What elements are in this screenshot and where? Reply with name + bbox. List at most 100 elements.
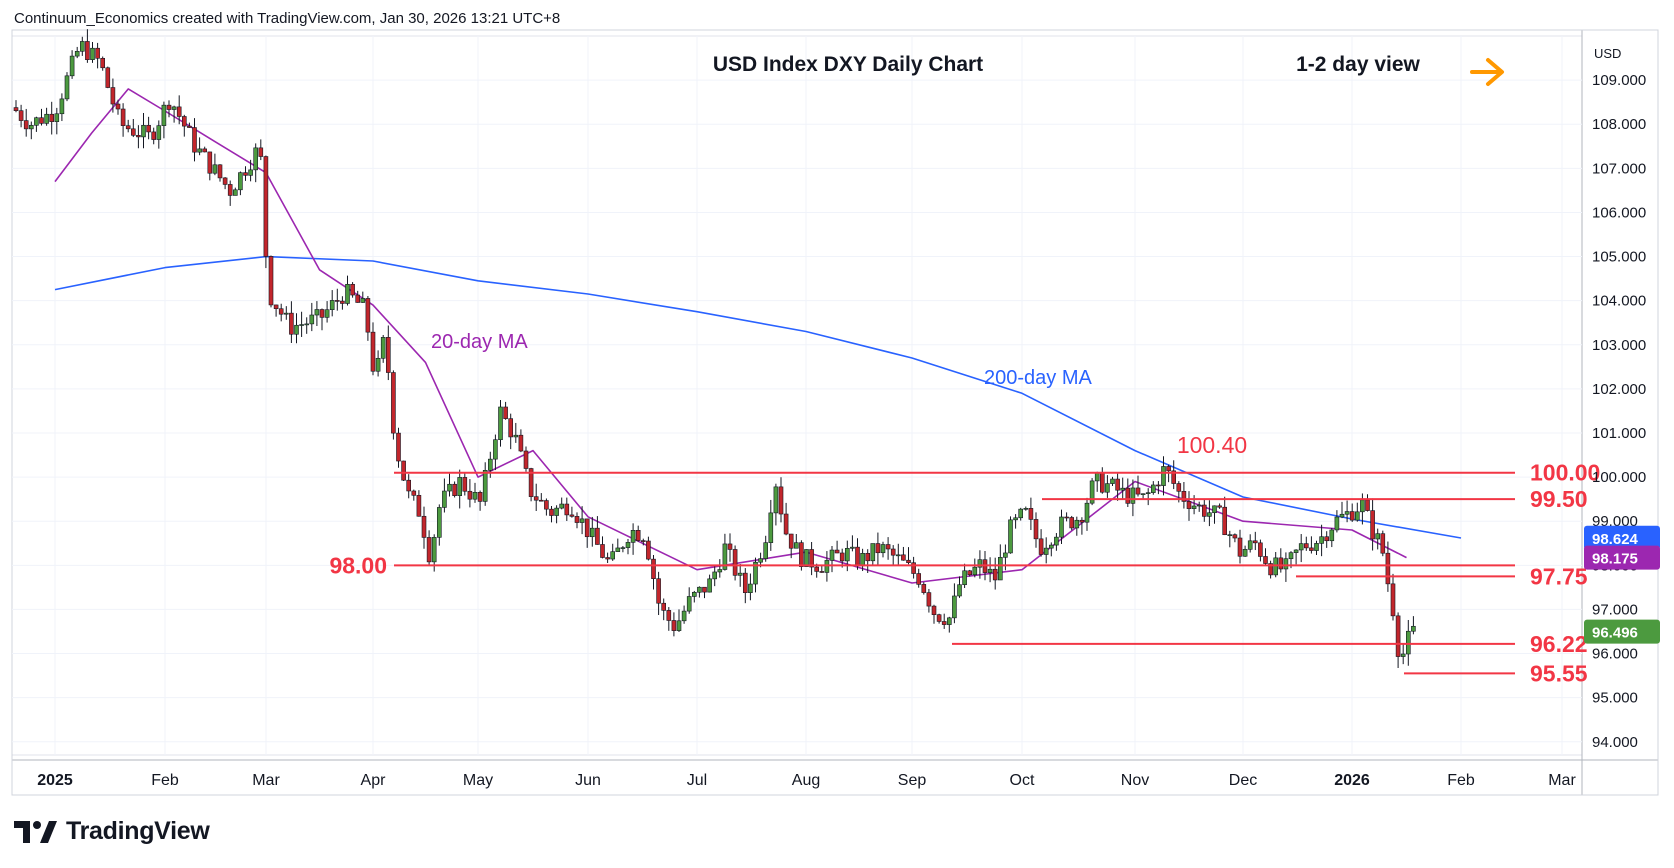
candle-body <box>1283 558 1289 570</box>
candle-body <box>829 549 835 561</box>
time-tick-label: Oct <box>1010 772 1035 789</box>
candle-body <box>90 47 95 60</box>
candle-body <box>1130 487 1136 504</box>
candle-body <box>493 439 498 460</box>
ma20-label: 20-day MA <box>431 331 528 353</box>
candle-body <box>1329 529 1335 542</box>
candle-body <box>34 117 39 126</box>
candle-body <box>1038 538 1044 555</box>
candle-body <box>870 543 876 562</box>
candle-body <box>574 516 580 523</box>
ma200-label: 200-day MA <box>984 367 1092 389</box>
level-label: 97.75 <box>1530 563 1588 589</box>
candle-body <box>498 406 503 441</box>
candle-body <box>702 586 707 593</box>
price-badge <box>1584 619 1660 644</box>
candle-body <box>712 571 718 580</box>
candle-body <box>952 595 957 619</box>
candle-body <box>992 568 998 581</box>
candle-body <box>222 177 228 185</box>
candle-body <box>227 184 233 196</box>
candle-body <box>39 117 44 124</box>
candle-body <box>192 127 197 153</box>
candle-body <box>431 537 437 563</box>
price-tick-label: 109.000 <box>1592 72 1646 89</box>
time-tick-label: Dec <box>1229 772 1257 789</box>
candle-body <box>304 323 310 326</box>
candle-body <box>1237 537 1243 557</box>
candle-body <box>1069 517 1074 529</box>
candle-body <box>421 515 427 538</box>
candle-body <box>258 147 264 157</box>
candle-body <box>977 559 983 568</box>
candle-body <box>691 591 697 597</box>
candle-body <box>100 58 105 69</box>
candle-body <box>911 562 916 574</box>
candle-body <box>207 151 213 174</box>
candle-body <box>370 331 376 372</box>
candle-body <box>834 549 840 554</box>
candle-body <box>1003 552 1008 558</box>
candle-body <box>1202 504 1207 517</box>
candle-body <box>1094 472 1100 482</box>
candle-body <box>141 124 146 138</box>
candle-body <box>1186 501 1192 509</box>
candle-body <box>809 549 814 568</box>
candle-body <box>1145 492 1151 494</box>
candle-body <box>69 55 75 77</box>
candle-body <box>248 169 253 176</box>
candle-body <box>1043 547 1049 555</box>
candle-body <box>1120 487 1125 491</box>
candle-body <box>605 557 610 560</box>
candle-body <box>676 620 682 631</box>
candle-body <box>110 87 116 105</box>
candle-body <box>646 540 651 560</box>
candle-body <box>375 357 381 372</box>
tradingview-logo-icon <box>14 820 57 843</box>
price-badge-label: 98.624 <box>1592 531 1639 548</box>
candle-body <box>855 546 860 567</box>
candle-body <box>1242 549 1248 557</box>
candle-body <box>1344 511 1350 515</box>
candle-body <box>1089 480 1095 504</box>
candle-body <box>732 549 738 576</box>
candle-body <box>233 189 238 196</box>
time-tick-label: Aug <box>792 772 820 789</box>
time-tick-label: May <box>463 772 493 789</box>
candle-body <box>289 312 294 335</box>
ma200-path <box>54 255 1462 539</box>
candle-body <box>936 614 942 622</box>
price-tick-label: 104.000 <box>1592 293 1646 310</box>
candle-body <box>1411 625 1416 632</box>
candle-body <box>523 450 529 469</box>
price-axis[interactable]: 94.00095.00096.00097.00098.00099.000100.… <box>1592 72 1646 751</box>
time-tick-label: Feb <box>151 772 179 789</box>
candle-body <box>477 491 483 502</box>
candle-body <box>299 324 304 326</box>
candle-body <box>309 314 315 325</box>
candle-body <box>1013 517 1018 521</box>
price-tick-label: 94.000 <box>1592 734 1638 751</box>
candle-body <box>579 518 585 523</box>
candle-body <box>44 113 49 124</box>
time-axis[interactable]: 2025 Feb Mar Apr May Jun Jul Aug Sep Oct Nov Dec 202… <box>37 772 1576 789</box>
candle-body <box>360 298 366 303</box>
candle-body <box>166 104 172 110</box>
candle-body <box>365 298 371 333</box>
tradingview-logo[interactable]: TradingView <box>14 817 210 846</box>
candle-body <box>273 304 279 310</box>
candle-body <box>1298 543 1304 551</box>
candle-body <box>651 558 656 579</box>
candle-body <box>686 596 692 612</box>
candle-body <box>105 67 111 88</box>
candle-body <box>508 418 514 438</box>
candle-body <box>385 337 391 373</box>
candle-body <box>1033 519 1039 540</box>
time-tick-label: Apr <box>361 772 387 789</box>
candle-body <box>748 583 753 594</box>
candle-body <box>1105 483 1110 493</box>
candle-body <box>880 544 886 554</box>
candle-body <box>885 544 891 550</box>
candle-body <box>283 312 289 315</box>
